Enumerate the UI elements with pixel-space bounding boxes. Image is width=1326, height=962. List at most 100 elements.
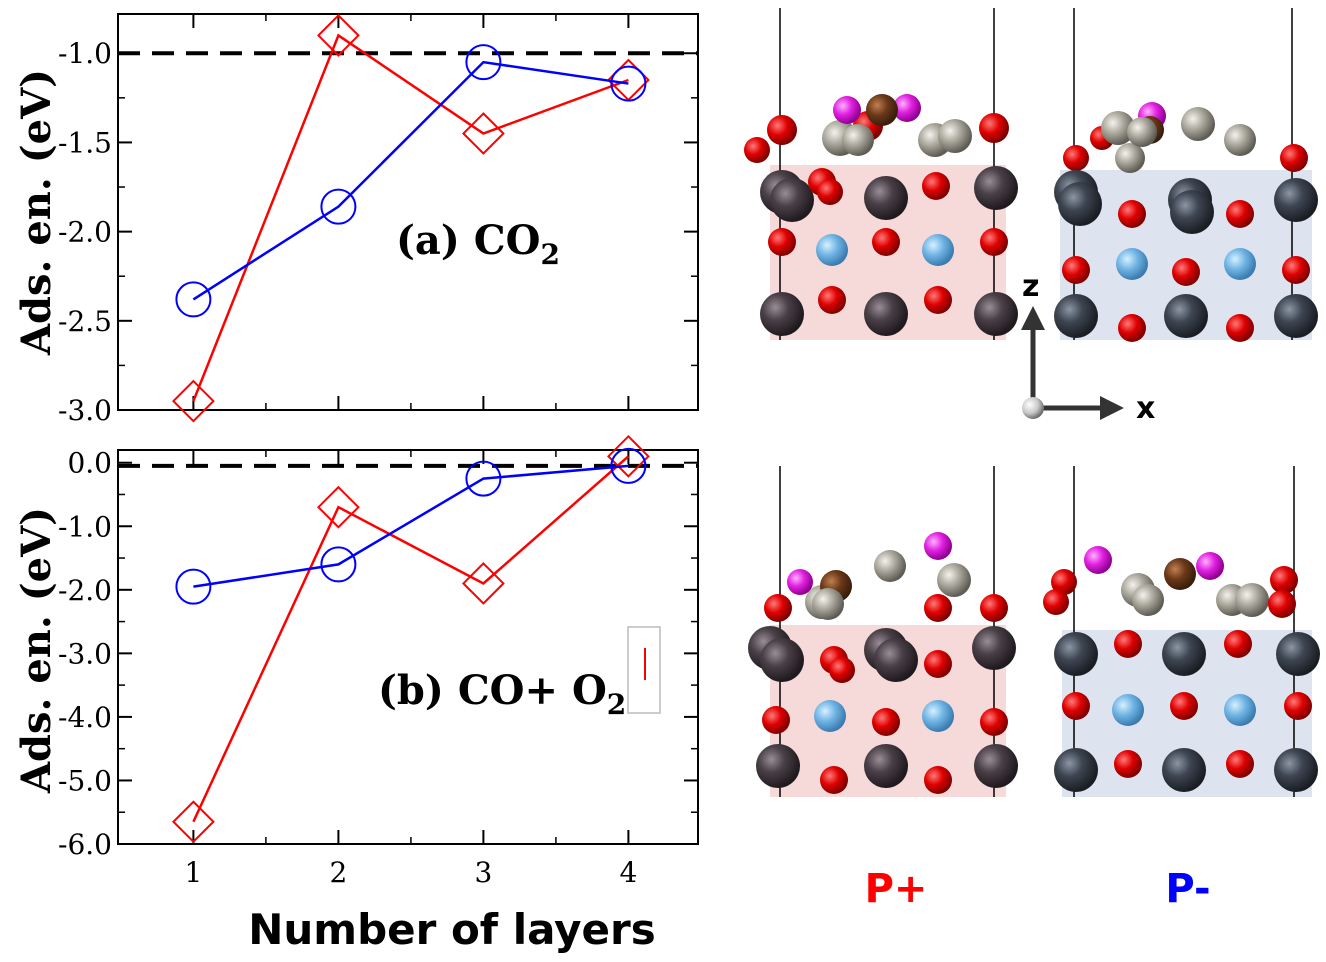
circle-marker — [610, 447, 647, 484]
metal-atom — [1058, 182, 1102, 226]
x-ticks: 1 2 3 4 — [184, 450, 637, 889]
metal-atom — [1274, 178, 1318, 222]
y-tick-label: -2.0 — [58, 216, 112, 249]
adsorbate-center-atom — [1164, 558, 1196, 590]
y-tick-label: -2.0 — [58, 574, 112, 607]
oxygen-atom — [1268, 590, 1296, 618]
oxygen-atom — [1270, 566, 1298, 594]
metal-atom — [864, 744, 908, 788]
carbon-atom — [1127, 117, 1157, 147]
cation-atom — [1224, 694, 1256, 726]
series-line-circle — [192, 60, 629, 301]
y-tick-label: -5.0 — [58, 764, 112, 797]
metal-atom — [1054, 294, 1098, 338]
oxygen-atom — [872, 228, 900, 256]
legend-box — [627, 626, 661, 714]
oxygen-atom — [764, 594, 792, 622]
y-axis-label: Ads. en. (eV) — [13, 69, 60, 356]
diamond-marker — [606, 434, 650, 478]
z-axis-letter: z — [1022, 269, 1039, 304]
coordinate-axes: z x — [1021, 269, 1155, 426]
oxygen-atom — [762, 706, 790, 734]
cation-atom — [1116, 248, 1148, 280]
cation-atom — [1112, 694, 1144, 726]
oxygen-atom — [829, 657, 855, 683]
x-tick-label: 4 — [619, 856, 637, 889]
oxygen-atom — [980, 708, 1008, 736]
y-ticks: 0.0 -1.0 -2.0 -3.0 -4.0 -5.0 -6.0 — [58, 447, 698, 861]
adsorbate-atom — [924, 532, 952, 560]
oxygen-atom — [1043, 589, 1069, 615]
oxygen-atom — [924, 594, 952, 622]
oxygen-atom — [1224, 630, 1252, 658]
oxygen-atom — [872, 708, 900, 736]
y-ticks: -1.0 -1.5 -2.0 -2.5 -3.0 — [58, 37, 698, 427]
carbon-atom — [1181, 107, 1215, 141]
carbon-atom — [1101, 111, 1135, 145]
oxygen-atom — [922, 172, 950, 200]
metal-atom — [1162, 748, 1206, 792]
circle-marker — [465, 44, 502, 81]
circle-marker — [465, 460, 502, 497]
metal-atom — [974, 744, 1018, 788]
diamond-marker — [316, 13, 360, 57]
panel-a-plot: -1.0 -1.5 -2.0 -2.5 -3.0 (a) CO2 Ads. en. (eV… — [13, 13, 699, 427]
plot-frame — [117, 13, 699, 411]
circle-marker — [175, 281, 212, 318]
oxygen-atom — [924, 286, 952, 314]
cation-atom — [814, 700, 846, 732]
oxygen-atom — [1062, 692, 1090, 720]
oxygen-atom — [924, 650, 952, 678]
y-tick-label: -2.5 — [58, 305, 112, 338]
oxygen-atom — [1170, 692, 1198, 720]
y-tick-label: 0.0 — [67, 447, 112, 480]
diamond-marker — [461, 562, 505, 605]
x-tick-label: 1 — [184, 856, 202, 889]
adsorbate-atom — [1196, 552, 1224, 580]
metal-atom — [760, 292, 804, 336]
metal-atom — [770, 178, 814, 222]
carbon-atom — [812, 588, 844, 620]
oxygen-atom — [767, 115, 797, 145]
series-group — [171, 13, 650, 423]
oxygen-atom — [1118, 200, 1146, 228]
oxygen-atom — [768, 228, 796, 256]
diamond-marker — [171, 800, 215, 844]
metal-atom — [756, 744, 800, 788]
circle-marker — [610, 65, 647, 102]
metal-atom — [760, 638, 804, 682]
panel-letter: (b) — [378, 667, 444, 714]
oxygen-atom — [1114, 750, 1142, 778]
cation-atom — [922, 234, 954, 266]
y-tick-label: -4.0 — [58, 701, 112, 734]
oxygen-atom — [1280, 144, 1308, 172]
cation-atom — [922, 700, 954, 732]
metal-atom — [1274, 748, 1318, 792]
series-line-diamond — [192, 33, 629, 402]
adsorbate-atom — [1084, 546, 1112, 574]
carbon-atom — [1132, 584, 1164, 616]
metal-atom — [1274, 294, 1318, 338]
cation-atom — [1224, 248, 1256, 280]
y-tick-label: -1.5 — [58, 126, 112, 159]
carbon-atom — [938, 119, 972, 153]
metal-atom — [864, 292, 908, 336]
carbon-atom — [937, 563, 971, 597]
diamond-marker — [171, 379, 215, 423]
carbon-atom — [1115, 143, 1145, 173]
atomic-structures: z x P+ P- — [744, 8, 1320, 912]
oxygen-atom — [1118, 314, 1146, 342]
metal-atom — [972, 626, 1016, 670]
circle-marker — [175, 568, 212, 605]
metal-atom — [1170, 190, 1214, 234]
y-tick-label: -3.0 — [58, 394, 112, 427]
oxygen-atom — [1226, 750, 1254, 778]
cation-atom — [816, 234, 848, 266]
y-tick-label: -3.0 — [58, 637, 112, 670]
oxygen-atom — [1062, 256, 1090, 284]
oxygen-atom — [818, 286, 846, 314]
carbon-atom — [1224, 124, 1256, 156]
x-axis-letter: x — [1136, 391, 1155, 426]
oxygen-atom — [1172, 258, 1200, 286]
